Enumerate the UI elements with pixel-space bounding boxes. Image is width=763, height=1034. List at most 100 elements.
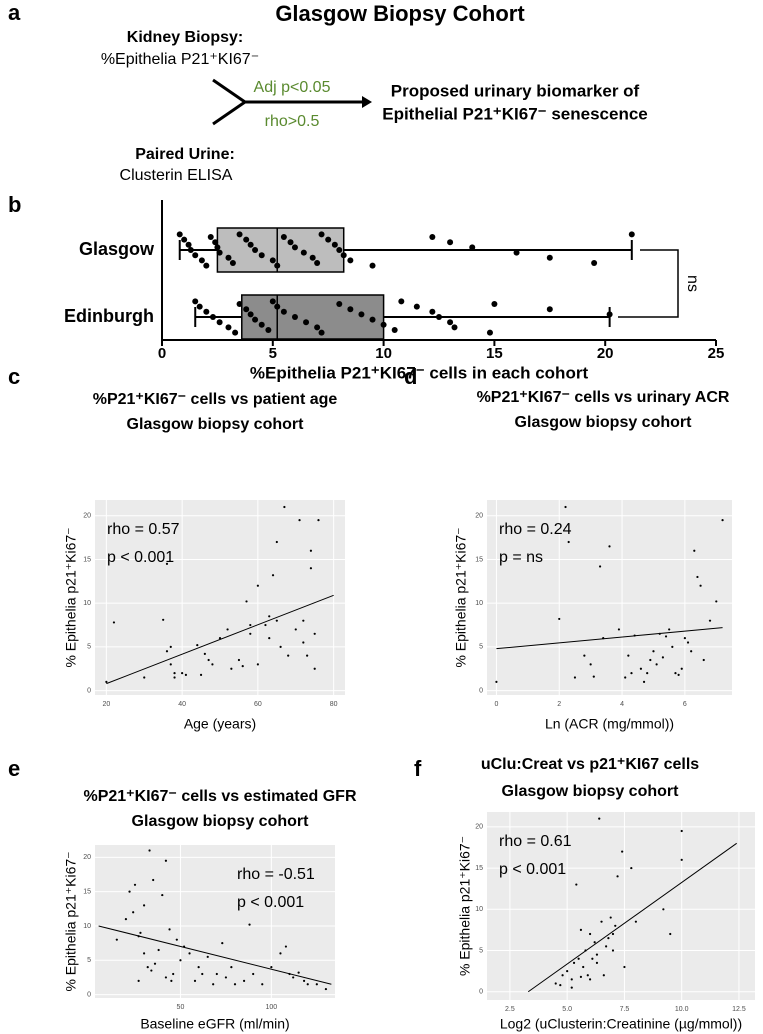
data-point [447,319,454,326]
data-point [280,308,287,315]
data-point [230,667,233,670]
y-tick-label: 15 [475,865,483,872]
y-tick-label: 0 [479,687,483,694]
data-point [256,663,259,666]
data-point [628,231,635,238]
data-point [595,953,599,956]
data-point [611,932,615,936]
data-point [567,540,570,544]
data-point [605,945,608,948]
x-tick-label: 80 [330,701,338,708]
data-point [261,983,264,986]
data-point [287,239,294,246]
figure-title: Glasgow Biopsy Cohort [275,1,525,26]
data-point [105,680,108,683]
data-point [268,615,271,618]
data-point [699,584,702,587]
y-tick-label: 20 [475,824,483,831]
trend-line [106,594,334,685]
data-point [696,575,699,579]
data-point [579,928,583,932]
chart-title: uClu:Creat vs p21⁺KI67 cells [481,756,699,773]
data-point [317,519,320,522]
data-point [146,966,149,969]
data-point [132,911,135,914]
data-point [224,976,228,979]
data-point [313,632,316,635]
data-point [588,978,592,981]
x-tick-label: 5.0 [562,1006,572,1013]
data-point [275,619,278,622]
y-axis-label: % Epithelia p21⁺Ki67⁻ [453,527,469,667]
fork-arrow [212,78,362,126]
data-point [247,241,254,248]
data-point [683,637,686,640]
x-tick-label: 10.0 [675,1006,689,1013]
chart-subtitle: Glasgow biopsy cohort [132,813,310,830]
data-point [674,672,677,675]
annotation: p = ns [499,549,543,566]
data-point [561,974,564,977]
data-point [241,665,244,668]
y-axis-label: % Epithelia p21⁺Ki67⁻ [63,527,79,667]
data-point [429,234,436,240]
data-point [624,676,627,679]
data-point [279,645,282,649]
data-point [606,311,613,318]
data-point [600,920,603,923]
data-point [586,974,589,977]
y-tick-label: 5 [479,947,483,954]
data-point [369,316,376,323]
data-point [347,306,354,313]
data-point [225,254,232,261]
data-point [197,966,200,969]
significance-bracket [618,249,679,318]
data-point [693,549,696,552]
chart-subtitle: Glasgow biopsy cohort [127,416,305,433]
x-tick-label: 5 [269,345,277,362]
data-point [340,252,347,259]
data-point [300,249,307,256]
x-axis-label: Baseline eGFR (ml/min) [140,1016,289,1032]
y-tick-label: 0 [479,989,483,996]
x-tick-label: 7.5 [620,1006,630,1013]
data-point [203,262,210,269]
data-point [639,667,643,670]
category-label: Glasgow [79,239,155,259]
data-point [715,600,718,603]
data-point [589,663,592,666]
data-point [287,654,290,657]
data-point [184,673,188,676]
data-point [232,329,239,336]
data-point [593,941,596,944]
data-point [152,878,155,882]
data-point [294,628,297,631]
data-point [649,658,652,662]
panel-label: a [8,0,21,25]
data-point [264,623,267,627]
chart-subtitle: Glasgow biopsy cohort [515,414,693,431]
panel-label: f [414,756,422,781]
data-point [668,628,671,631]
x-tick-label: 6 [683,701,687,708]
data-point [207,234,214,240]
diagram-input-text: Clusterin ELISA [120,167,233,184]
data-point [398,298,405,305]
data-point [258,252,265,259]
data-point [627,654,630,657]
data-point [680,667,683,670]
data-point [274,262,281,269]
x-tick-label: 2.5 [505,1006,515,1013]
data-point [721,519,724,522]
data-point [192,252,199,259]
x-tick-label: 4 [620,701,624,708]
data-point [196,644,199,647]
data-point [153,962,157,965]
data-point [324,987,328,991]
data-point [513,249,520,256]
data-point [172,972,175,976]
data-point [614,924,617,927]
data-point [269,257,276,264]
data-point [570,986,573,989]
data-point [318,329,325,336]
